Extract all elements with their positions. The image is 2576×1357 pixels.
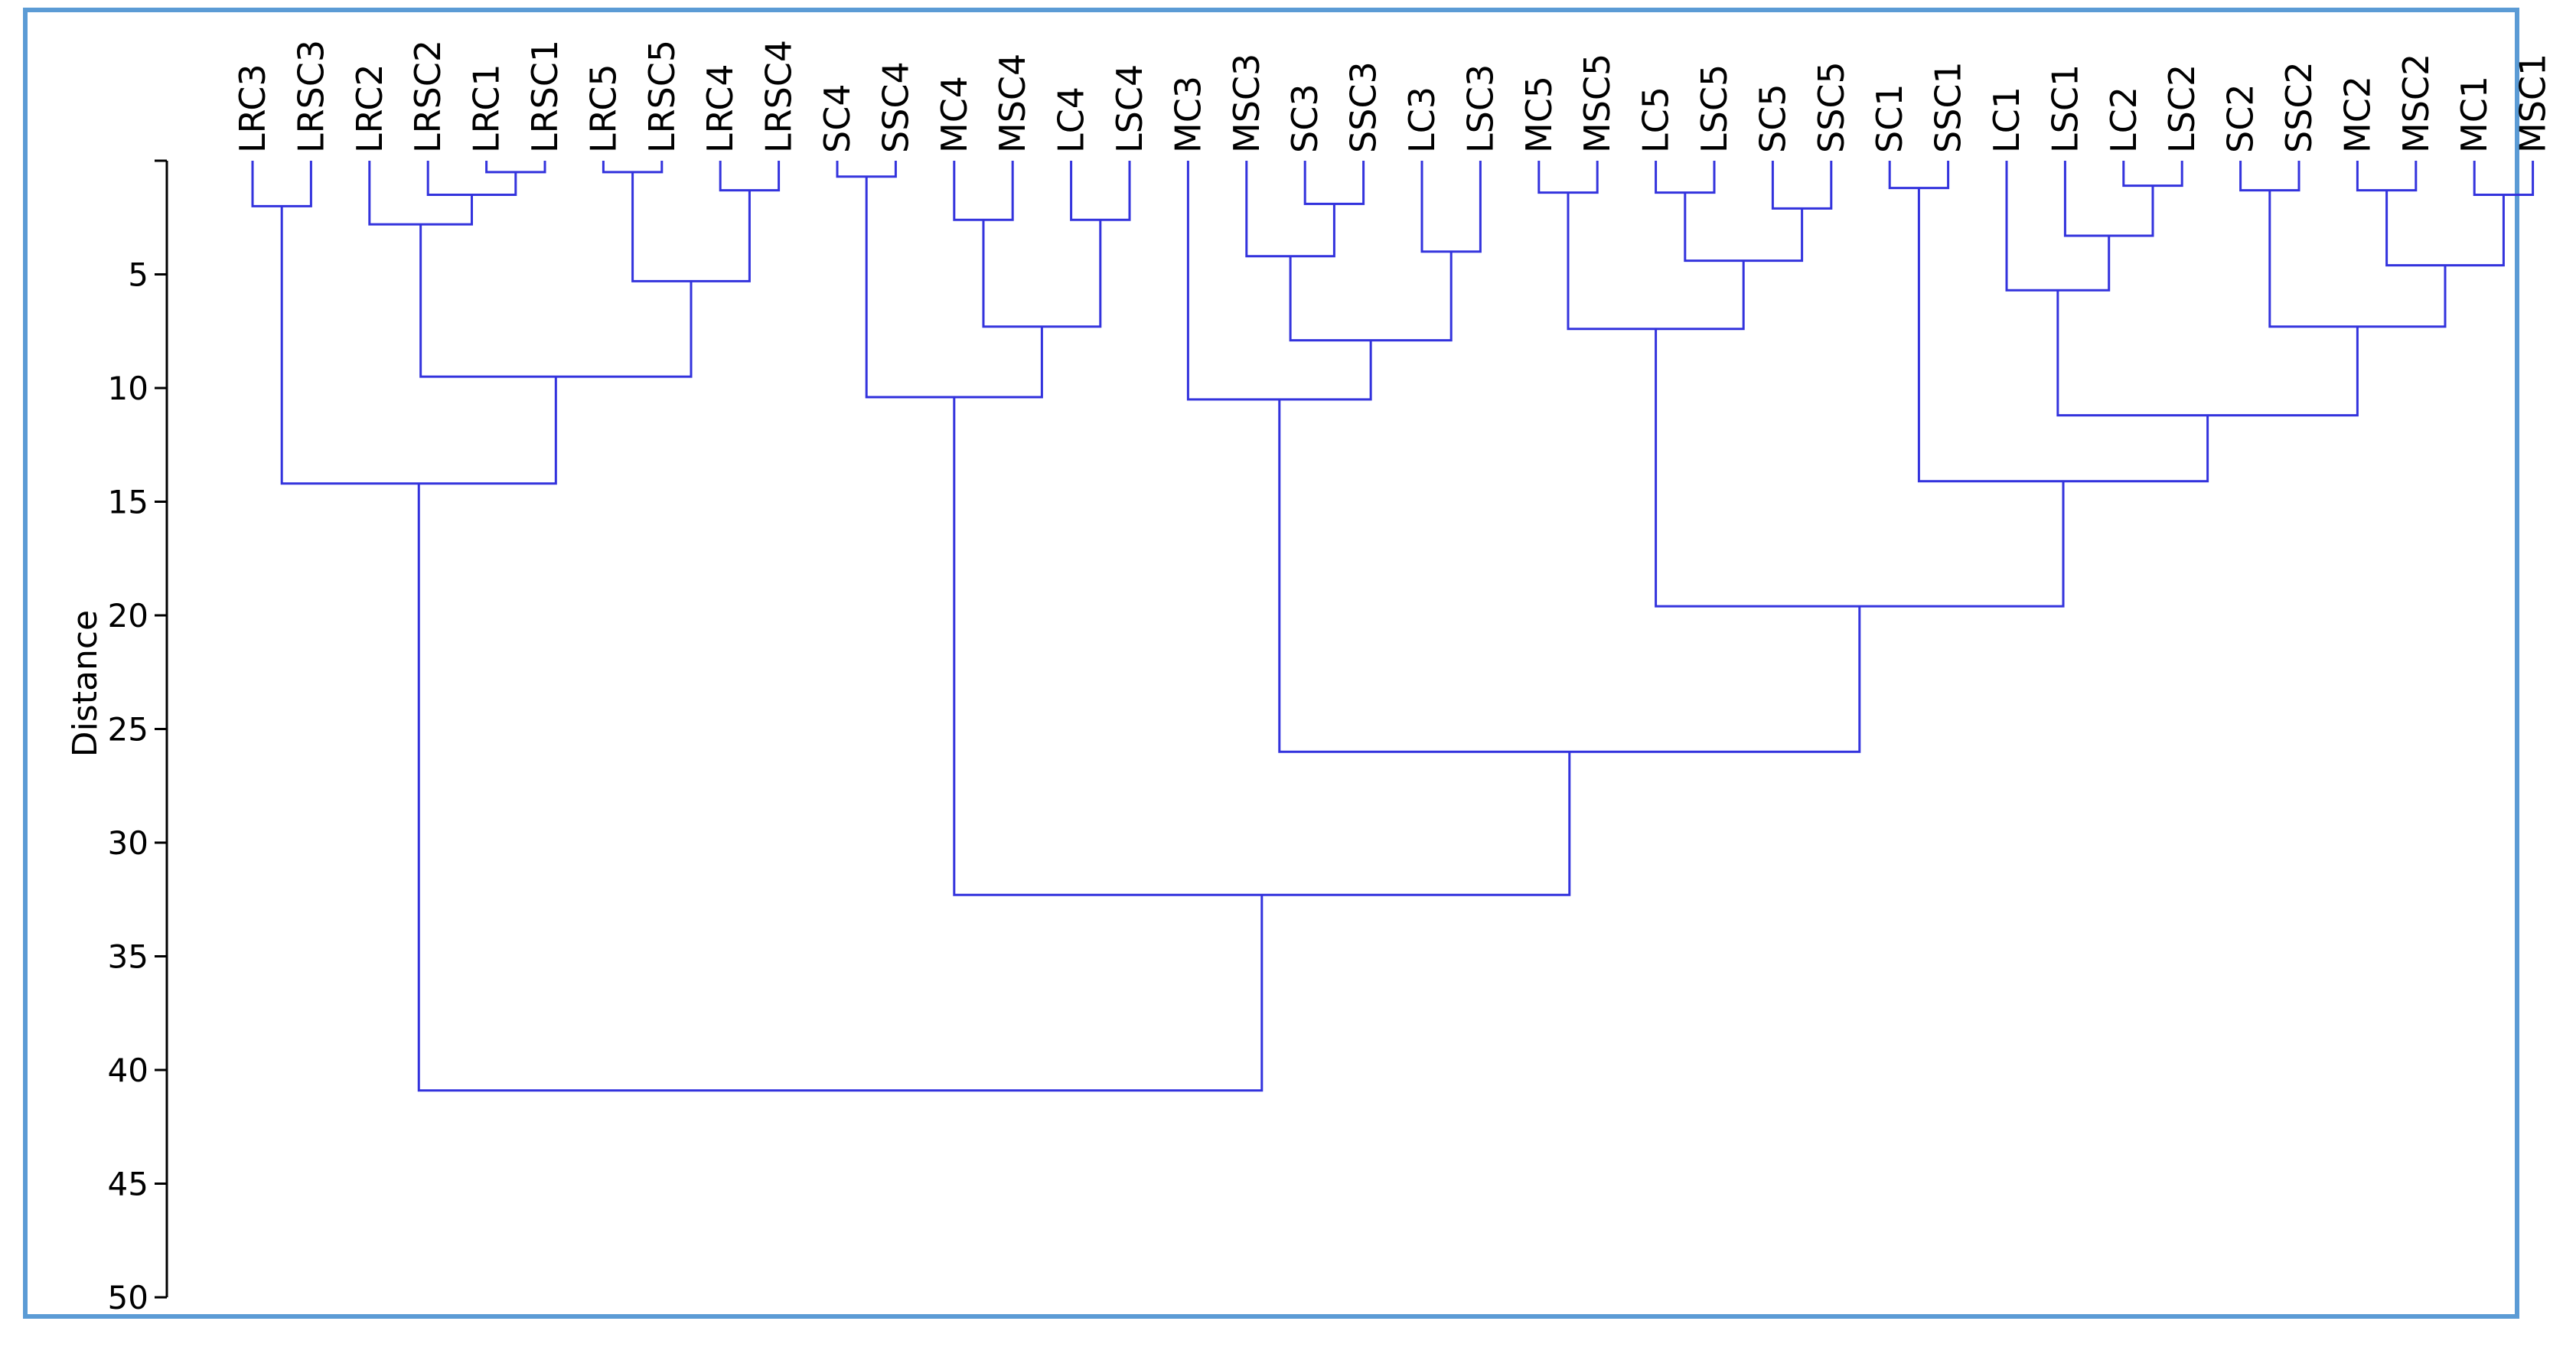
dendrogram-link-2	[426, 161, 517, 197]
y-tick-label: 15	[108, 484, 148, 521]
leaf-label-mc5: MC5	[1518, 76, 1560, 153]
dendrogram-link-37	[953, 396, 1571, 896]
dendrogram-link-24	[1888, 161, 1950, 190]
leaf-label-lsc2: LSC2	[2161, 64, 2203, 153]
leaf-label-ssc5: SSC5	[1811, 61, 1852, 153]
leaf-label-msc3: MSC3	[1226, 54, 1267, 153]
dendrogram-links	[251, 161, 2535, 1092]
leaf-label-lsc5: LSC5	[1694, 64, 1735, 153]
leaf-label-mc4: MC4	[934, 76, 975, 153]
dendrogram-link-14	[1303, 161, 1365, 205]
leaf-label-lc3: LC3	[1401, 86, 1443, 153]
leaf-label-lc4: LC4	[1051, 86, 1092, 153]
leaf-label-msc5: MSC5	[1577, 54, 1618, 153]
leaf-label-lrc4: LRC4	[699, 64, 741, 153]
leaf-label-lsc4: LSC4	[1109, 64, 1150, 153]
y-tick-label: 50	[108, 1279, 148, 1316]
dendrogram-link-22	[1684, 192, 1804, 263]
leaf-label-lc2: LC2	[2103, 86, 2144, 153]
dendrogram-link-29	[2356, 161, 2418, 192]
dendrogram-link-7	[419, 224, 693, 378]
y-tick-label: 10	[108, 370, 148, 407]
dendrogram-link-27	[2005, 161, 2111, 292]
dendrogram-link-12	[982, 220, 1102, 328]
leaf-label-ssc2: SSC2	[2278, 61, 2320, 153]
leaf-label-lc5: LC5	[1635, 86, 1677, 153]
dendrogram-link-9	[836, 161, 897, 178]
y-tick-label: 30	[108, 824, 148, 862]
dendrogram-link-6	[631, 171, 751, 282]
y-tick-label: 5	[128, 256, 148, 294]
y-tick-label: 25	[108, 711, 148, 749]
dendrogram-link-0	[251, 161, 312, 207]
dendrogram-link-26	[2063, 161, 2154, 237]
chart-frame	[23, 8, 2519, 1319]
leaf-label-lrsc3: LRSC3	[290, 40, 331, 153]
y-tick-label: 45	[108, 1166, 148, 1203]
leaf-label-sc5: SC5	[1752, 83, 1793, 153]
leaf-label-mc3: MC3	[1167, 76, 1208, 153]
dendrogram-link-18	[1186, 161, 1372, 401]
leaf-label-lsc1: LSC1	[2044, 64, 2085, 153]
dendrogram-link-10	[953, 161, 1014, 221]
leaf-label-lrc5: LRC5	[582, 64, 624, 153]
dendrogram-link-28	[2239, 161, 2300, 192]
leaf-label-sc2: SC2	[2220, 83, 2261, 153]
leaf-label-lrsc2: LRSC2	[407, 40, 448, 153]
leaf-label-lrc2: LRC2	[349, 64, 390, 153]
y-axis-label: Distance	[66, 610, 105, 757]
y-tick-label: 20	[108, 597, 148, 634]
leaf-label-msc1: MSC1	[2512, 54, 2554, 153]
leaf-label-ssc3: SSC3	[1343, 61, 1384, 153]
dendrogram-link-33	[2056, 290, 2359, 417]
dendrogram-link-17	[1289, 251, 1453, 342]
dendrogram-link-32	[2268, 190, 2447, 328]
leaf-label-ssc4: SSC4	[875, 61, 916, 153]
dendrogram-link-34	[1917, 188, 2209, 483]
leaf-label-lrc1: LRC1	[466, 64, 507, 153]
dendrogram-link-38	[417, 483, 1264, 1092]
leaf-label-lrc3: LRC3	[232, 64, 273, 153]
dendrogram-link-3	[368, 161, 473, 226]
leaf-labels: LRC3 LRSC3 LRC2 LRSC2 LRC1 LRSC1 LRC5 LRSC5 LRC4…	[232, 40, 2554, 153]
dendrogram-link-16	[1420, 161, 1482, 253]
leaf-label-mc2: MC2	[2336, 76, 2378, 153]
leaf-label-lsc3: LSC3	[1459, 64, 1501, 153]
dendrogram-link-35	[1655, 328, 2065, 608]
leaf-label-lrsc1: LRSC1	[524, 40, 566, 153]
dendrogram-link-11	[1070, 161, 1131, 221]
leaf-label-msc4: MSC4	[992, 54, 1033, 153]
leaf-label-sc3: SC3	[1284, 83, 1325, 153]
dendrogram-link-25	[2122, 161, 2183, 188]
dendrogram-link-31	[2385, 190, 2505, 267]
dendrogram-link-20	[1655, 161, 1716, 194]
leaf-label-msc2: MSC2	[2395, 54, 2437, 153]
dendrogram-link-1	[485, 161, 546, 174]
leaf-label-ssc1: SSC1	[1928, 61, 1969, 153]
dendrogram-link-5	[719, 161, 781, 192]
dendrogram-link-21	[1771, 161, 1833, 210]
leaf-label-sc4: SC4	[817, 83, 858, 153]
dendrogram-link-8	[280, 206, 557, 485]
dendrogram-link-30	[2473, 161, 2535, 197]
dendrogram-link-4	[602, 161, 664, 174]
leaf-label-sc1: SC1	[1869, 83, 1910, 153]
leaf-label-mc1: MC1	[2454, 76, 2495, 153]
y-tick-label: 40	[108, 1052, 148, 1089]
dendrogram-link-19	[1537, 161, 1599, 194]
leaf-label-lc1: LC1	[1986, 86, 2027, 153]
dendrogram-link-15	[1245, 161, 1335, 258]
leaf-label-lrsc4: LRSC4	[758, 40, 800, 153]
leaf-label-lrsc5: LRSC5	[641, 40, 683, 153]
y-axis: 5 10 15 20 25 30 35 40 45 50	[108, 159, 168, 1316]
y-tick-label: 35	[108, 938, 148, 976]
dendrogram-link-36	[1278, 399, 1861, 753]
